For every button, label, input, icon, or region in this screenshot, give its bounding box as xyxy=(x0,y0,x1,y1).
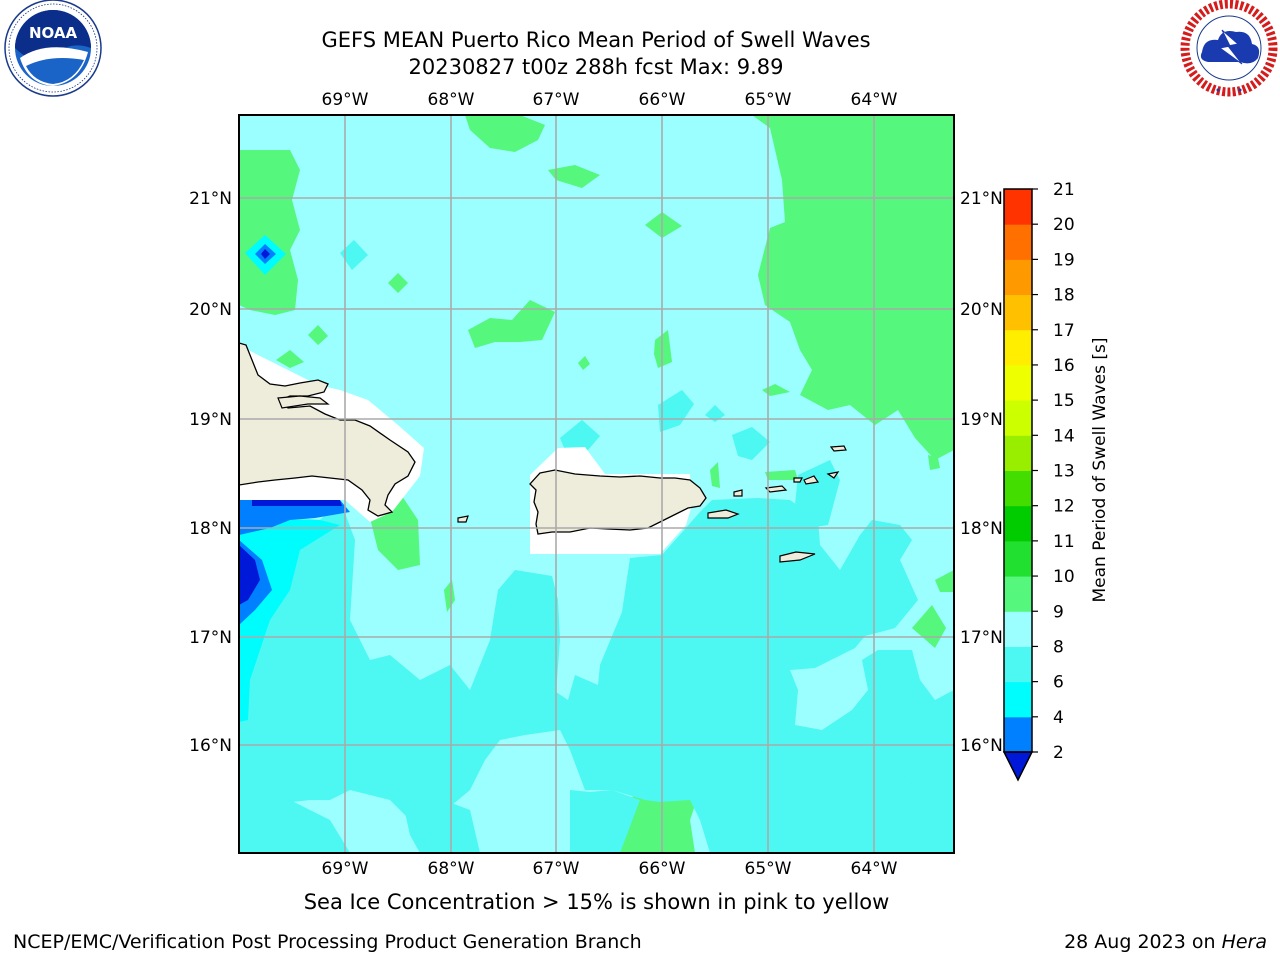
lon-label-bottom: 66°W xyxy=(639,859,686,879)
swell-band-below-2 xyxy=(239,249,342,605)
map-subtitle: 20230827 t00z 288h fcst Max: 9.89 xyxy=(408,55,784,79)
map-frame xyxy=(238,114,955,854)
lat-label-right: 20°N xyxy=(960,300,1003,320)
lat-label-left: 19°N xyxy=(189,410,232,430)
graticule xyxy=(239,115,954,853)
lon-label-bottom: 64°W xyxy=(851,859,898,879)
lat-label-right: 19°N xyxy=(960,410,1003,430)
swell-band-6-8 xyxy=(239,240,954,853)
small-islands xyxy=(277,395,847,563)
lon-label-top: 67°W xyxy=(533,90,580,110)
footer-right: 28 Aug 2023 on Hera xyxy=(1064,931,1267,953)
lon-label-bottom: 69°W xyxy=(322,859,369,879)
lon-label-bottom: 68°W xyxy=(428,859,475,879)
lat-label-right: 21°N xyxy=(960,189,1003,209)
hispaniola-island xyxy=(239,342,416,517)
sea-ice-note: Sea Ice Concentration > 15% is shown in … xyxy=(303,890,890,914)
footer-left: NCEP/EMC/Verification Post Processing Pr… xyxy=(13,931,642,953)
lat-label-left: 21°N xyxy=(189,189,232,209)
map-title: GEFS MEAN Puerto Rico Mean Period of Swe… xyxy=(321,28,871,52)
lat-label-right: 18°N xyxy=(960,519,1003,539)
lon-label-top: 66°W xyxy=(639,90,686,110)
lon-label-top: 68°W xyxy=(428,90,475,110)
nws-logo xyxy=(1180,0,1278,97)
lon-label-bottom: 65°W xyxy=(745,859,792,879)
lon-label-bottom: 67°W xyxy=(533,859,580,879)
footer-machine: Hera xyxy=(1221,931,1267,953)
lat-label-left: 18°N xyxy=(189,519,232,539)
lon-label-top: 69°W xyxy=(322,90,369,110)
lat-label-left: 17°N xyxy=(189,628,232,648)
lon-label-top: 65°W xyxy=(745,90,792,110)
lat-label-left: 16°N xyxy=(189,736,232,756)
footer-date: 28 Aug 2023 on xyxy=(1064,931,1222,953)
noaa-logo: NOAA xyxy=(4,0,102,97)
noaa-logo-text: NOAA xyxy=(29,24,78,42)
lon-label-top: 64°W xyxy=(851,90,898,110)
lat-label-left: 20°N xyxy=(189,300,232,320)
lat-label-right: 16°N xyxy=(960,736,1003,756)
lat-label-right: 17°N xyxy=(960,628,1003,648)
